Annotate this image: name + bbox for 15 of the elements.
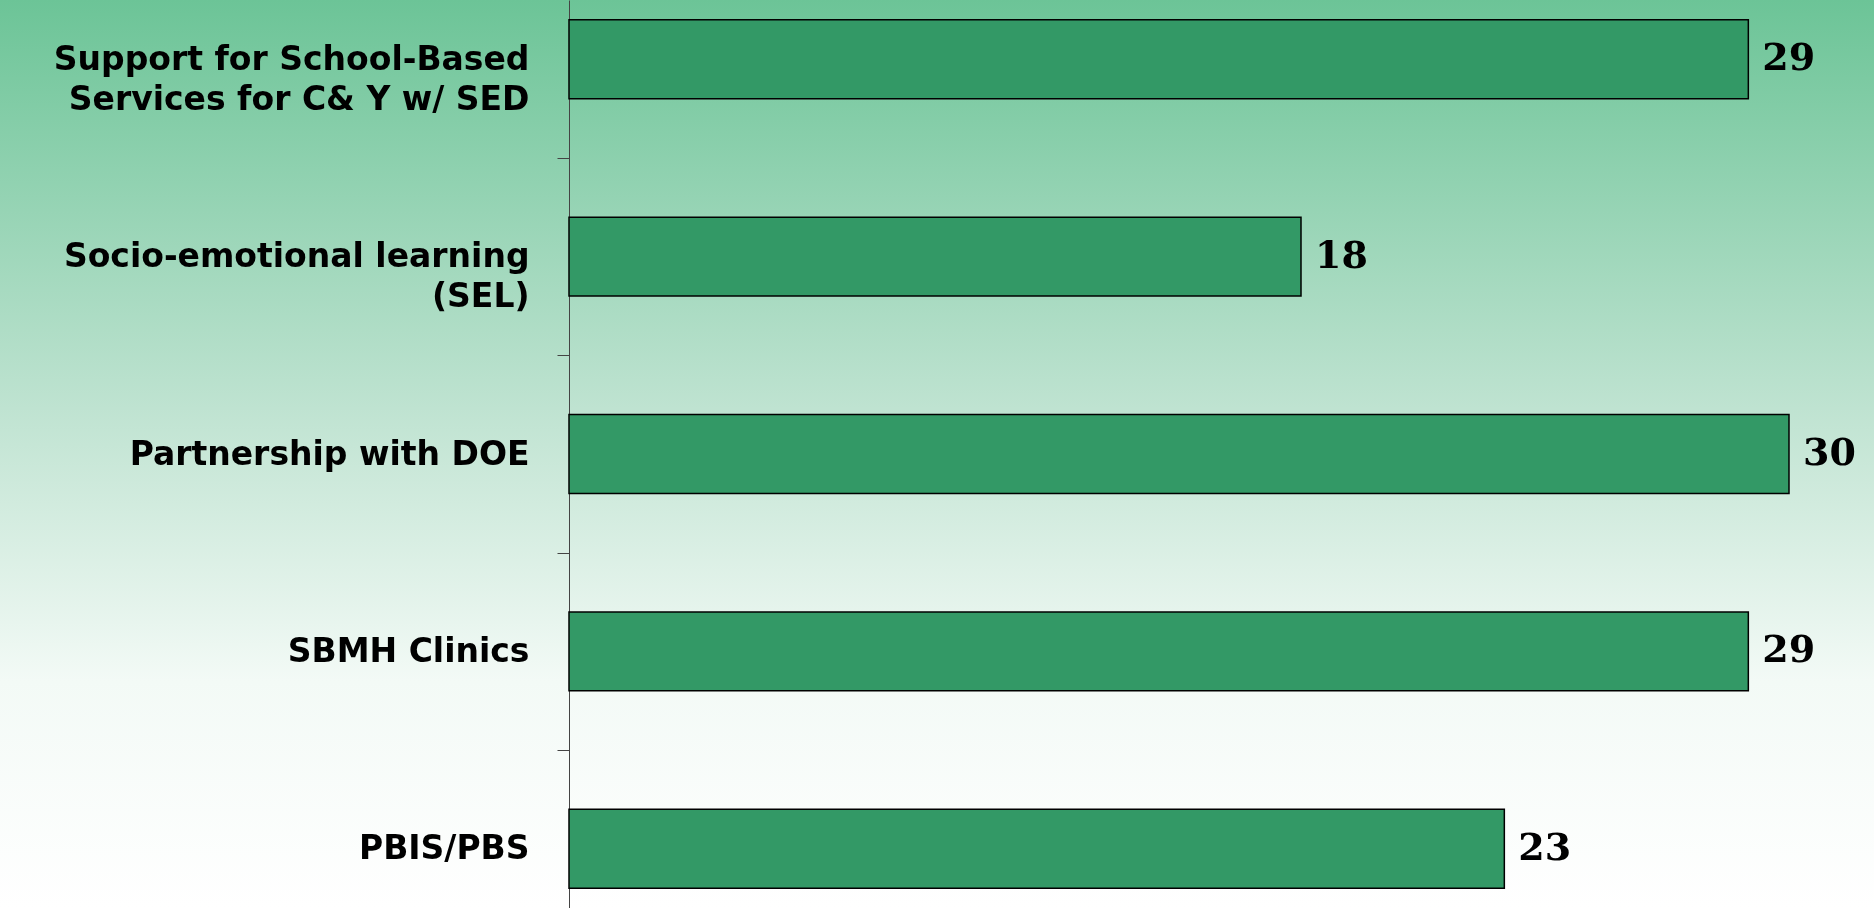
- y-tick-label: PBIS/PBS: [358, 828, 530, 868]
- y-tick-label: Partnership with DOE: [129, 433, 530, 473]
- data-label: 23: [1518, 823, 1572, 869]
- y-tick-label: Support for School-Based Services for C& Y w/ SED: [53, 38, 530, 118]
- data-label: 29: [1762, 34, 1816, 80]
- bar: [568, 18, 1750, 100]
- bar: [568, 611, 1750, 692]
- bar: [568, 216, 1302, 297]
- y-tick-label: Socio-emotional learning (SEL): [63, 236, 530, 316]
- data-label: 18: [1315, 231, 1368, 277]
- bar: [568, 808, 1506, 890]
- y-tick-label: SBMH Clinics: [287, 630, 530, 670]
- bar: [568, 413, 1790, 495]
- data-label: 29: [1762, 626, 1816, 672]
- data-label: 30: [1803, 429, 1856, 474]
